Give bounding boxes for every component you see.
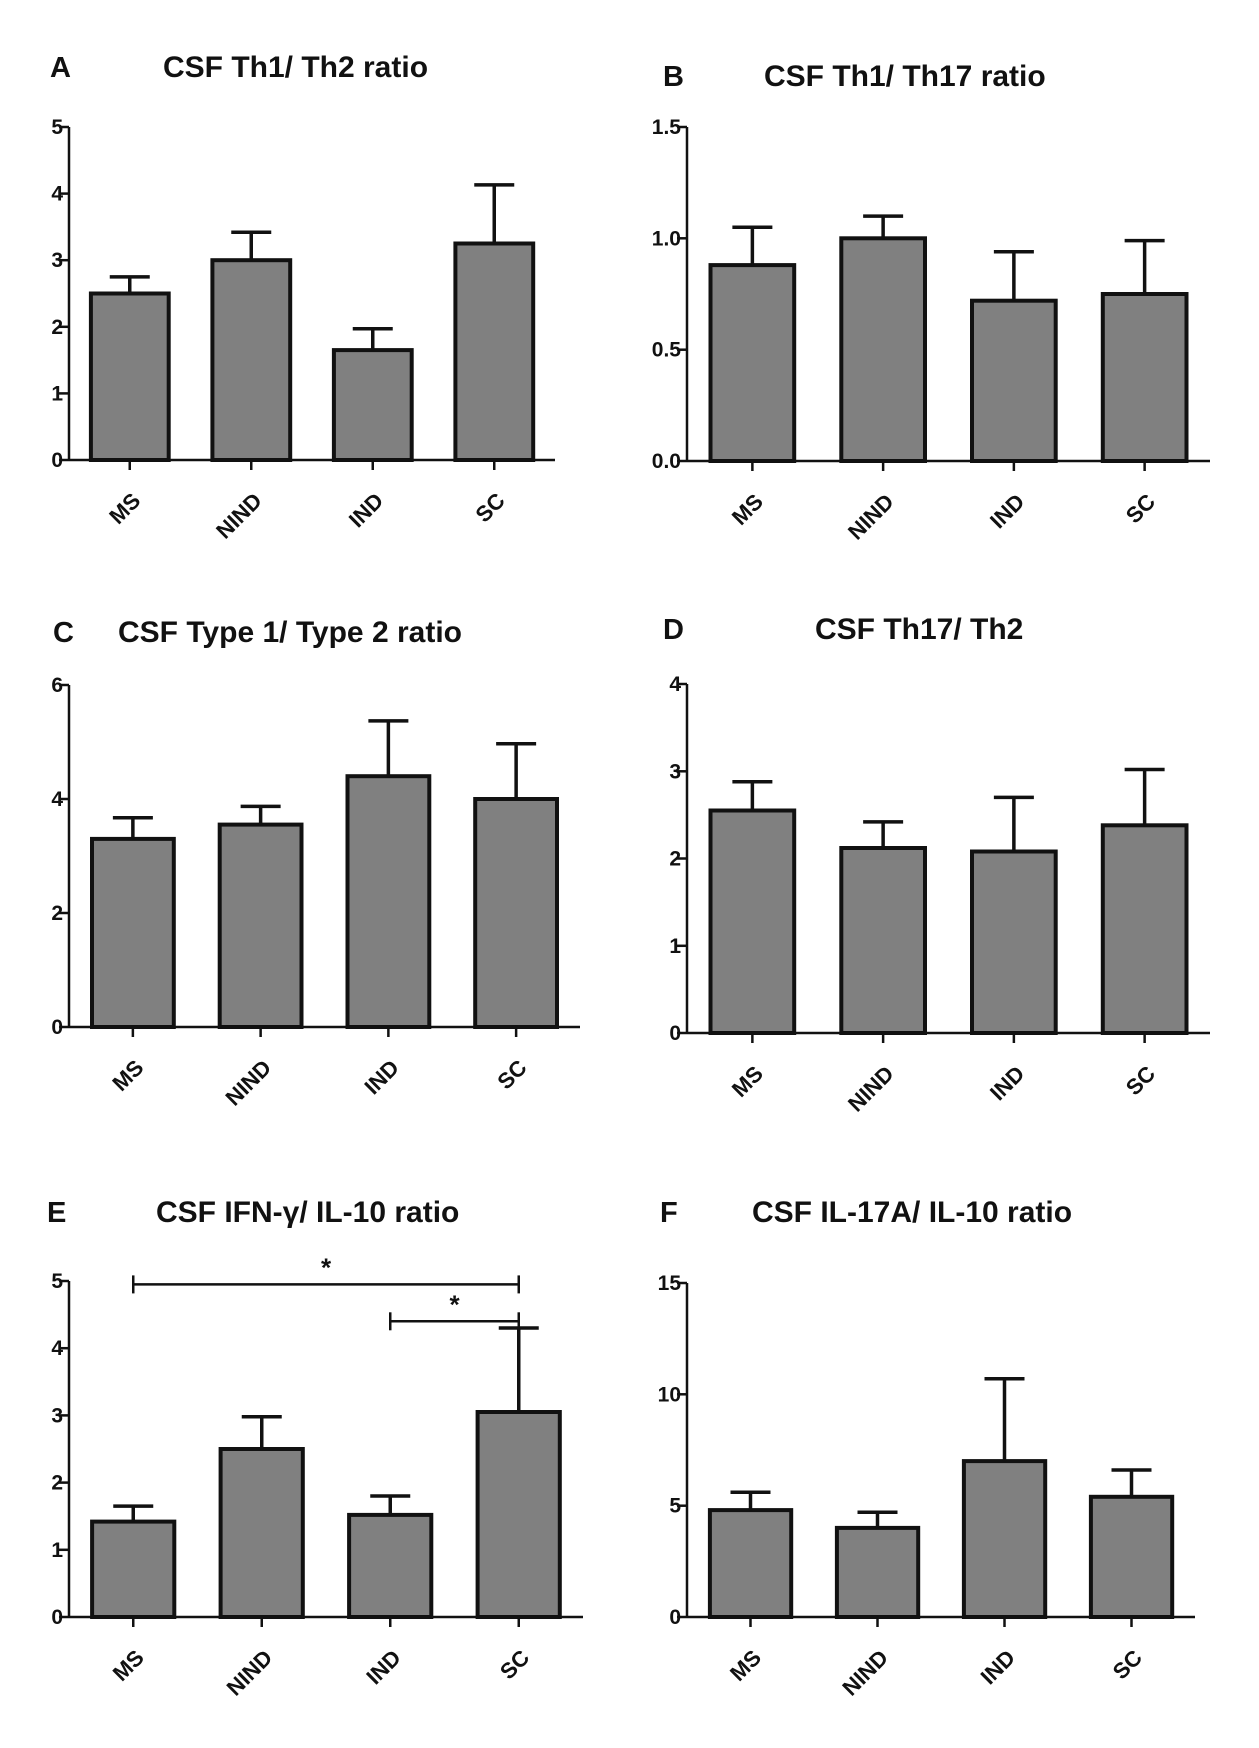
panel-letter: B — [663, 61, 684, 93]
y-tick-label: 1 — [51, 1539, 63, 1562]
y-tick-label: 6 — [51, 674, 63, 697]
chart-panel-b: B CSF Th1/ Th17 ratio MS NIND IND SC 0.0 0.5 1.0… — [652, 60, 1210, 545]
chart-title: CSF IL-17A/ IL-10 ratio — [752, 1196, 1072, 1229]
y-tick-label: 0.5 — [652, 339, 682, 362]
bar-sc — [473, 797, 560, 1029]
bar-sc — [1088, 1494, 1175, 1620]
category-label: MS — [108, 1645, 149, 1686]
y-tick-label: 4 — [51, 183, 63, 206]
panel-letter: F — [660, 1197, 678, 1229]
panel-letter: A — [50, 52, 71, 84]
y-tick-label: 2 — [51, 1472, 63, 1495]
category-label: SC — [1121, 489, 1160, 528]
y-tick-label: 4 — [51, 788, 63, 811]
y-tick-label: 2 — [669, 848, 681, 871]
y-tick-label: 1.0 — [652, 227, 681, 250]
category-label: MS — [104, 488, 145, 529]
bar-nind — [834, 1525, 921, 1620]
y-tick-label: 3 — [51, 249, 63, 272]
chart-title: CSF Type 1/ Type 2 ratio — [118, 616, 462, 649]
bar-sc — [475, 1410, 562, 1619]
y-tick-label: 0.0 — [652, 450, 681, 473]
y-tick-label: 2 — [51, 316, 63, 339]
bar-nind — [210, 258, 293, 463]
bar-sc — [453, 241, 536, 462]
bar-ind — [331, 348, 414, 463]
y-tick-label: 15 — [658, 1272, 682, 1295]
chart-panel-d: D CSF Th17/ Th2 MS NIND IND SC 0 1 2 3 4 — [663, 613, 1210, 1117]
category-label: NIND — [843, 1061, 899, 1117]
bar-nind — [217, 822, 304, 1029]
category-label: IND — [344, 488, 388, 532]
y-tick-label: 0 — [51, 1016, 63, 1039]
significance-label: * — [449, 1289, 460, 1319]
chart-panel-e: E CSF IFN-γ/ IL-10 ratio MS NIND IND SC 0 1 2 3 4 5… — [47, 1196, 583, 1701]
y-tick-label: 1.5 — [652, 116, 682, 139]
bar-sc — [1100, 292, 1189, 463]
y-tick-label: 5 — [51, 116, 63, 139]
category-label: IND — [976, 1645, 1020, 1689]
bar-sc — [1100, 823, 1189, 1035]
y-tick-label: 1 — [669, 935, 681, 958]
chart-panel-c: C CSF Type 1/ Type 2 ratio MS NIND IND SC 0 2 4 6 — [51, 616, 580, 1111]
category-label: IND — [359, 1055, 403, 1099]
category-label: NIND — [220, 1055, 276, 1111]
y-tick-label: 5 — [669, 1495, 681, 1518]
panel-letter: C — [53, 617, 74, 649]
bar-ind — [970, 298, 1058, 464]
y-tick-label: 1 — [51, 382, 63, 405]
category-label: SC — [1121, 1061, 1160, 1100]
bar-ind — [961, 1459, 1048, 1619]
bar-ms — [88, 291, 171, 462]
y-tick-label: 0 — [669, 1606, 681, 1629]
chart-title: CSF IFN-γ/ IL-10 ratio — [156, 1196, 459, 1229]
bar-ind — [345, 774, 432, 1030]
category-label: NIND — [211, 488, 267, 544]
category-label: SC — [470, 488, 509, 527]
category-label: IND — [985, 489, 1029, 533]
bar-ms — [90, 836, 176, 1030]
y-tick-label: 10 — [658, 1383, 681, 1406]
category-label: SC — [495, 1645, 534, 1684]
category-label: MS — [727, 1061, 768, 1102]
chart-title: CSF Th1/ Th2 ratio — [163, 51, 428, 84]
y-tick-label: 4 — [669, 673, 681, 696]
bar-ms — [708, 263, 797, 463]
chart-panel-a: A CSF Th1/ Th2 ratio MS NIND IND SC 0 1 2 3 4 5 — [50, 51, 555, 544]
y-tick-label: 4 — [51, 1337, 63, 1360]
bar-ms — [90, 1519, 177, 1619]
bar-ind — [347, 1512, 434, 1620]
bar-nind — [218, 1447, 305, 1619]
y-tick-label: 3 — [669, 760, 681, 783]
category-label: IND — [361, 1645, 405, 1689]
bar-ms — [708, 808, 797, 1035]
category-label: MS — [725, 1645, 766, 1686]
y-tick-label: 0 — [51, 1606, 63, 1629]
category-label: NIND — [837, 1645, 893, 1701]
category-label: MS — [107, 1055, 148, 1096]
y-tick-label: 5 — [51, 1270, 63, 1293]
category-label: SC — [1108, 1645, 1147, 1684]
y-tick-label: 0 — [51, 449, 63, 472]
y-tick-label: 2 — [51, 902, 63, 925]
panel-letter: D — [663, 614, 684, 646]
category-label: SC — [492, 1055, 531, 1094]
bar-ind — [970, 849, 1058, 1035]
category-label: IND — [985, 1061, 1029, 1105]
chart-title: CSF Th1/ Th17 ratio — [764, 60, 1046, 93]
bar-nind — [839, 236, 927, 463]
category-label: NIND — [843, 489, 899, 545]
category-label: MS — [727, 489, 768, 530]
chart-panel-f: F CSF IL-17A/ IL-10 ratio MS NIND IND SC 0 5 10 1… — [658, 1196, 1195, 1701]
y-tick-label: 3 — [51, 1404, 63, 1427]
category-label: NIND — [222, 1645, 278, 1701]
bar-nind — [839, 846, 927, 1035]
panel-letter: E — [47, 1197, 66, 1229]
bar-ms — [707, 1508, 794, 1619]
y-tick-label: 0 — [669, 1022, 681, 1045]
chart-title: CSF Th17/ Th2 — [815, 613, 1023, 646]
significance-label: * — [321, 1252, 332, 1282]
